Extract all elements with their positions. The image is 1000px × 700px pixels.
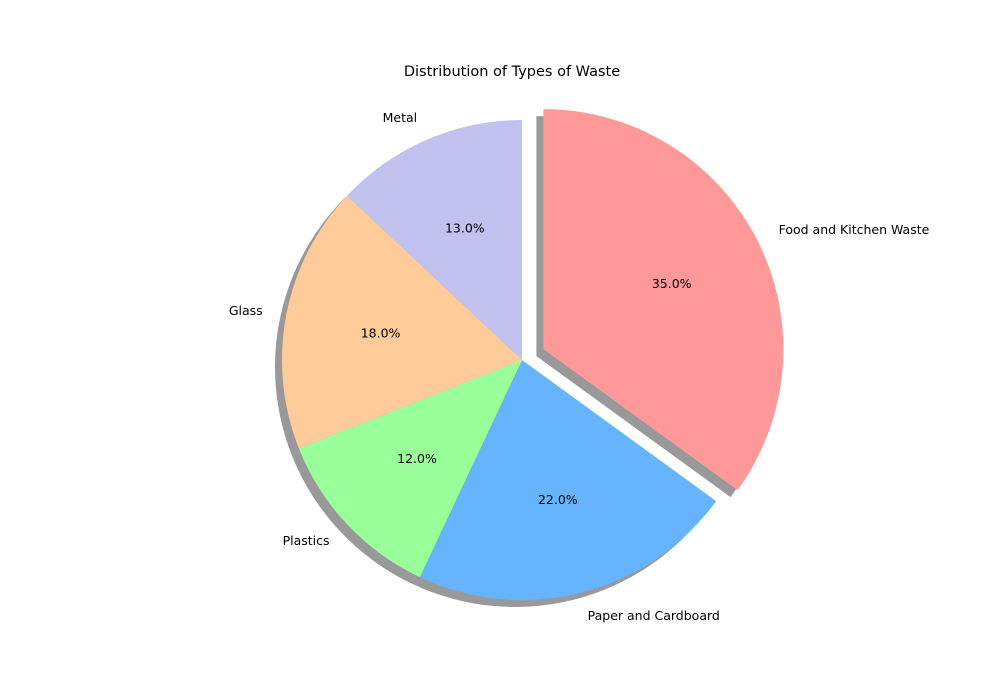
pie-slice-food-and-kitchen-waste xyxy=(543,109,784,491)
pie-slice-glass xyxy=(282,195,522,449)
slice-label-plastics: Plastics xyxy=(283,533,330,548)
percent-label-metal: 13.0% xyxy=(445,220,485,235)
percent-label-paper-and-cardboard: 22.0% xyxy=(538,492,578,507)
slice-label-glass: Glass xyxy=(229,303,263,318)
slice-label-paper-and-cardboard: Paper and Cardboard xyxy=(588,608,720,623)
slice-label-metal: Metal xyxy=(383,110,418,125)
percent-label-plastics: 12.0% xyxy=(397,451,437,466)
percent-label-glass: 18.0% xyxy=(361,326,401,341)
pie-slice-metal xyxy=(347,120,522,360)
slice-label-food-and-kitchen-waste: Food and Kitchen Waste xyxy=(779,222,930,237)
chart-title: Distribution of Types of Waste xyxy=(404,64,620,80)
pie-slices xyxy=(282,109,784,601)
pie-labels: Food and Kitchen Waste 35.0% Paper and Car… xyxy=(229,110,930,623)
percent-label-food-and-kitchen-waste: 35.0% xyxy=(652,276,692,291)
pie-slice-plastics xyxy=(298,360,522,578)
pie-slice-paper-and-cardboard xyxy=(419,360,717,601)
